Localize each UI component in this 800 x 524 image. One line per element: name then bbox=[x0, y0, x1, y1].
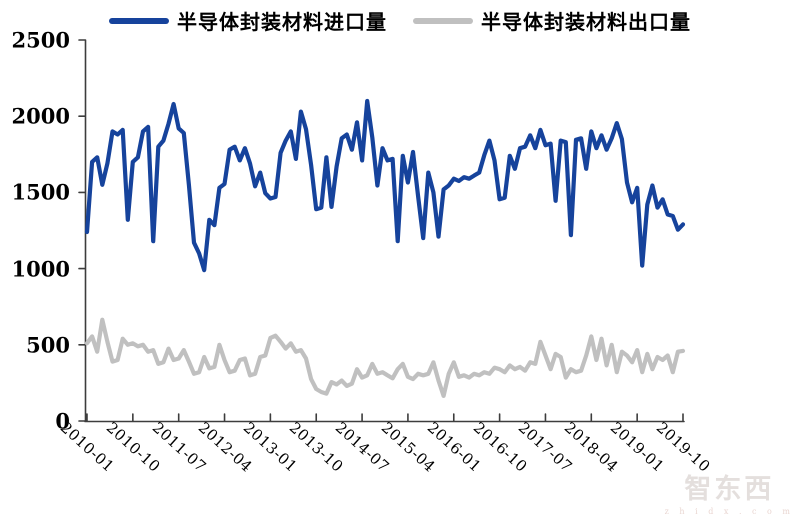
y-tick-label: 2500 bbox=[11, 27, 70, 53]
y-tick-label: 1000 bbox=[11, 256, 70, 282]
legend-label-import: 半导体封装材料进口量 bbox=[177, 10, 387, 34]
legend-line-swatch-export bbox=[413, 17, 473, 24]
legend-line-swatch-import bbox=[109, 17, 169, 24]
axis-lines bbox=[78, 39, 685, 423]
y-tick-label: 0 bbox=[55, 408, 70, 434]
legend-item-export: 半导体封装材料出口量 bbox=[413, 6, 691, 35]
series-line-import bbox=[84, 98, 686, 273]
legend-item-import: 半导体封装材料进口量 bbox=[109, 6, 387, 35]
y-tick-label: 2000 bbox=[11, 103, 70, 129]
chart-legend: 半导体封装材料进口量 半导体封装材料出口量 bbox=[0, 6, 800, 35]
y-tick-label: 1500 bbox=[11, 179, 70, 205]
legend-label-export: 半导体封装材料出口量 bbox=[481, 10, 691, 34]
y-tick-label: 500 bbox=[26, 332, 70, 358]
series-line-export bbox=[84, 317, 686, 398]
